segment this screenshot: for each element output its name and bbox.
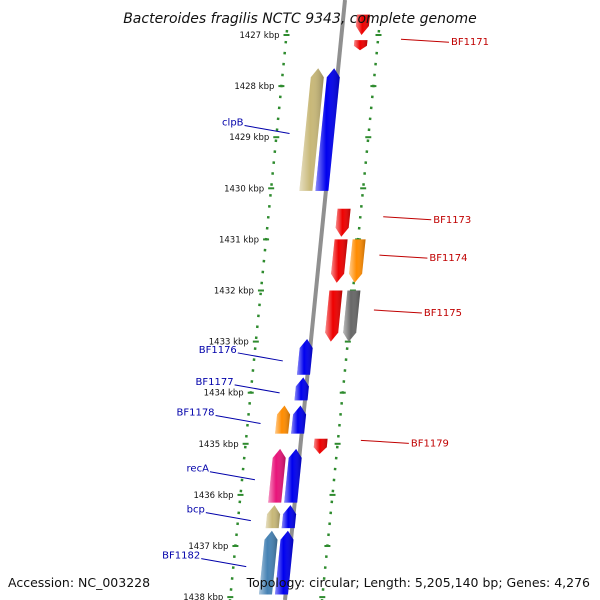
tick-label: 1428 kbp <box>234 82 274 92</box>
gene-arrow-shading <box>291 405 307 434</box>
tick-label: 1435 kbp <box>199 440 239 450</box>
tick-label: 1433 kbp <box>209 338 249 348</box>
tick-label: 1427 kbp <box>239 31 279 41</box>
gene-label-leader <box>379 254 428 259</box>
gene-glyph[interactable] <box>275 530 294 595</box>
gene-arrow-shading <box>281 505 297 529</box>
gene-label-leader <box>383 216 432 221</box>
gene-label[interactable]: bcp <box>187 505 205 516</box>
gene-arrow-shading <box>335 208 351 237</box>
gene-glyph[interactable] <box>355 14 370 35</box>
gene-glyph[interactable] <box>315 68 340 191</box>
tick-label: 1438 kbp <box>183 593 223 600</box>
gene-arrow-shading <box>315 68 340 191</box>
gene-glyph[interactable] <box>284 448 302 503</box>
gene-glyph[interactable] <box>343 290 361 342</box>
ruler-left <box>228 29 289 600</box>
tick-label: 1437 kbp <box>188 542 228 552</box>
map-title: Bacteroides fragilis NCTC 9343, complete… <box>123 11 477 27</box>
gene-arrow-shading <box>259 530 278 595</box>
gene-arrow-shading <box>325 290 343 342</box>
gene-arrow-shading <box>349 239 366 283</box>
tick-label: 1434 kbp <box>204 389 244 399</box>
gene-arrow-shading <box>297 339 313 375</box>
gene-arrow-shading <box>355 14 370 35</box>
label-layer: BF1171 clpB BF1173 BF1174 BF1175 BF1176 BF1177… <box>162 37 489 568</box>
gene-glyph[interactable] <box>259 530 278 595</box>
tick-label: 1429 kbp <box>229 133 269 143</box>
gene-glyph[interactable] <box>349 239 366 283</box>
tick-label: 1430 kbp <box>224 184 264 194</box>
gene-glyph[interactable] <box>299 68 324 191</box>
gene-label-leader <box>400 38 450 43</box>
tick-label: 1432 kbp <box>214 287 254 297</box>
gene-label[interactable]: recA <box>187 464 210 475</box>
gene-glyph[interactable] <box>335 208 351 237</box>
gene-arrow-shading <box>313 438 328 454</box>
gene-label-leader <box>360 439 409 444</box>
gene-label-leader <box>373 309 422 314</box>
gene-layer <box>259 14 370 595</box>
gene-label[interactable]: BF1175 <box>424 308 462 319</box>
gene-label[interactable]: BF1176 <box>199 345 237 356</box>
gene-label[interactable]: BF1173 <box>433 215 471 226</box>
gene-glyph[interactable] <box>265 505 281 529</box>
gene-glyph[interactable] <box>275 405 291 434</box>
gene-label[interactable]: BF1177 <box>196 377 234 388</box>
gene-glyph[interactable] <box>325 290 343 342</box>
gene-arrow-shading <box>353 40 368 51</box>
gene-arrow-shading <box>265 505 281 529</box>
gene-arrow-shading <box>294 377 309 401</box>
tick-label: 1436 kbp <box>193 491 233 501</box>
gene-arrow-shading <box>275 530 294 595</box>
gene-glyph[interactable] <box>268 448 286 503</box>
gene-label[interactable]: BF1178 <box>176 408 214 419</box>
gene-arrow-shading <box>284 448 302 503</box>
gene-arrow-shading <box>299 68 324 191</box>
gene-glyph[interactable] <box>297 339 313 375</box>
gene-label[interactable]: BF1179 <box>411 438 449 449</box>
gene-label-leader <box>234 384 280 394</box>
tick-label: 1431 kbp <box>219 235 259 245</box>
accession-text: Accession: NC_003228 <box>8 575 150 590</box>
gene-label-leader <box>244 125 290 135</box>
gene-label[interactable]: BF1171 <box>451 37 489 48</box>
gene-label-leader <box>209 471 256 481</box>
gene-label-leader <box>201 558 247 568</box>
gene-glyph[interactable] <box>353 40 368 51</box>
gene-label[interactable]: BF1174 <box>429 253 467 264</box>
gene-glyph[interactable] <box>291 405 307 434</box>
gene-label-leader <box>215 415 261 425</box>
summary-text: Topology: circular; Length: 5,205,140 bp… <box>246 575 590 590</box>
gene-label-leader <box>237 352 283 362</box>
gene-glyph[interactable] <box>313 438 328 454</box>
gene-glyph[interactable] <box>331 239 348 283</box>
gene-arrow-shading <box>331 239 348 283</box>
gene-label[interactable]: BF1182 <box>162 551 200 562</box>
gene-glyph[interactable] <box>294 377 309 401</box>
gene-label-leader <box>205 512 251 522</box>
gene-arrow-shading <box>268 448 286 503</box>
gene-arrow-shading <box>343 290 361 342</box>
gene-label[interactable]: clpB <box>222 118 244 129</box>
gene-arrow-shading <box>275 405 291 434</box>
gene-glyph[interactable] <box>281 505 297 529</box>
